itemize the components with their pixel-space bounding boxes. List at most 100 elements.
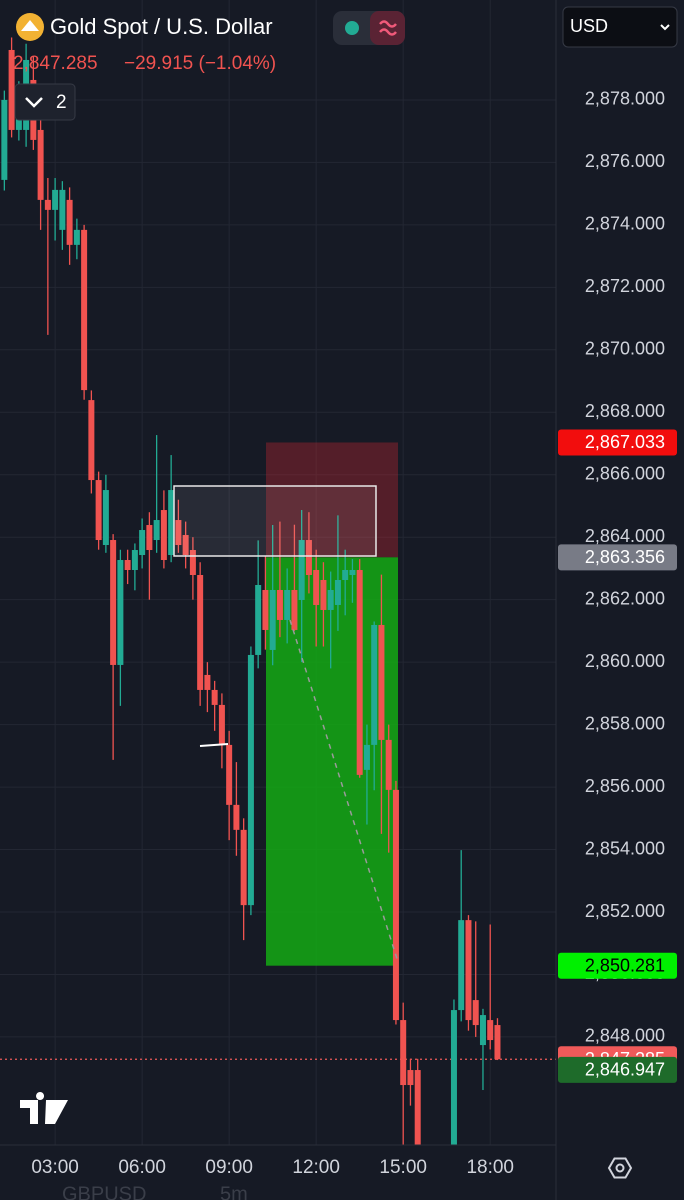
candle-body [1,99,8,180]
candle-body [73,229,80,245]
symbol-icon-mark [21,20,39,31]
price-tag-label: 2,867.033 [585,432,665,452]
last-price: 2,847.285 [13,53,98,74]
candle-body [479,1015,486,1046]
candle-body [385,739,392,790]
chevron [660,24,670,31]
candle-body [153,520,160,541]
currency: USD [570,16,608,36]
y-tick-label: 2,872.000 [585,276,665,296]
x-tick-label: 03:00 [31,1157,79,1178]
candle-body [37,129,44,200]
candle-body [363,744,370,770]
candle-body [472,1000,479,1026]
x-tick-label: 15:00 [379,1157,427,1178]
y-tick-label: 2,862.000 [585,588,665,608]
candle-body [262,589,269,630]
currency-select[interactable] [562,6,678,48]
candle-body [117,560,124,665]
candle-body [59,189,66,230]
x-tick-label: 06:00 [118,1157,166,1178]
indicator-count: 2 [56,92,67,113]
status-dot [345,21,359,35]
candle-body [211,689,218,705]
y-tick-label: 2,870.000 [585,339,665,359]
candle-body [291,589,298,630]
chevron [25,97,43,108]
candle-body [298,540,305,600]
price-change: −29.915 (−1.04%) [124,53,276,74]
x-tick-label: 12:00 [292,1157,340,1178]
candle-body [276,589,283,620]
candle-body [458,920,465,1011]
rectangle-drawing [173,485,377,557]
y-tick-label: 2,876.000 [585,151,665,171]
candle-body [218,704,225,745]
y-tick-label: 2,878.000 [585,89,665,109]
candle-body [168,490,175,556]
footer-interval: 5m [220,1183,248,1200]
candle-body [131,550,138,571]
candle-body [349,570,356,575]
candle-body [204,674,211,690]
candle-body [102,490,109,546]
candle-body [66,199,73,245]
settings-button[interactable] [607,1157,633,1179]
candle-body [88,400,95,481]
x-tick-label: 09:00 [205,1157,253,1178]
candle-body [494,1025,501,1060]
candle-body [284,589,291,620]
candle-body [110,540,117,665]
candle-body [139,530,146,556]
y-tick-label: 2,866.000 [585,463,665,483]
candles [1,37,501,1145]
y-tick-label: 2,864.000 [585,526,665,546]
candle-body [407,1070,414,1086]
y-tick-label: 2,848.000 [585,1026,665,1046]
y-tick-label: 2,858.000 [585,713,665,733]
candle-body [95,480,102,541]
candle-body [146,525,153,551]
price-tag [558,429,677,456]
price-tag-label: 2,846.947 [585,1060,665,1080]
candle-body [400,1020,407,1086]
candle-body [124,560,131,571]
candle-body [378,624,385,740]
x-tick-label: 18:00 [466,1157,514,1178]
candle-body [226,744,233,805]
candle-body [233,804,240,830]
candle-body [197,574,204,690]
candle-body [52,189,59,210]
price-tag [558,1056,677,1083]
wave-icon [379,20,397,36]
drawings [173,485,399,963]
candle-body [487,1020,494,1041]
candle-body [160,510,167,561]
y-tick-label: 2,874.000 [585,214,665,234]
candle-body [8,49,15,130]
candle-body [305,540,312,575]
symbol-title: Gold Spot / U.S. Dollar [50,14,273,39]
candle-body [356,570,363,775]
logo [20,1092,68,1124]
candle-body [240,829,247,906]
short-line [199,743,229,747]
y-tick-label: 2,868.000 [585,401,665,421]
candle-body [334,579,341,605]
price-tag [558,544,677,571]
candle-body [371,624,378,745]
candle-body [255,584,262,655]
candle-body [44,199,51,210]
indicators-toggle[interactable] [14,83,76,121]
y-tick-label: 2,860.000 [585,651,665,671]
price-tag [558,952,677,979]
candle-body [320,579,327,610]
candle-body [269,589,276,650]
candle-body [175,520,182,546]
candle-body [342,570,349,580]
candle-body [81,229,88,391]
toggle-active [370,11,405,45]
candle-body [189,550,196,575]
candle-body [392,789,399,1021]
